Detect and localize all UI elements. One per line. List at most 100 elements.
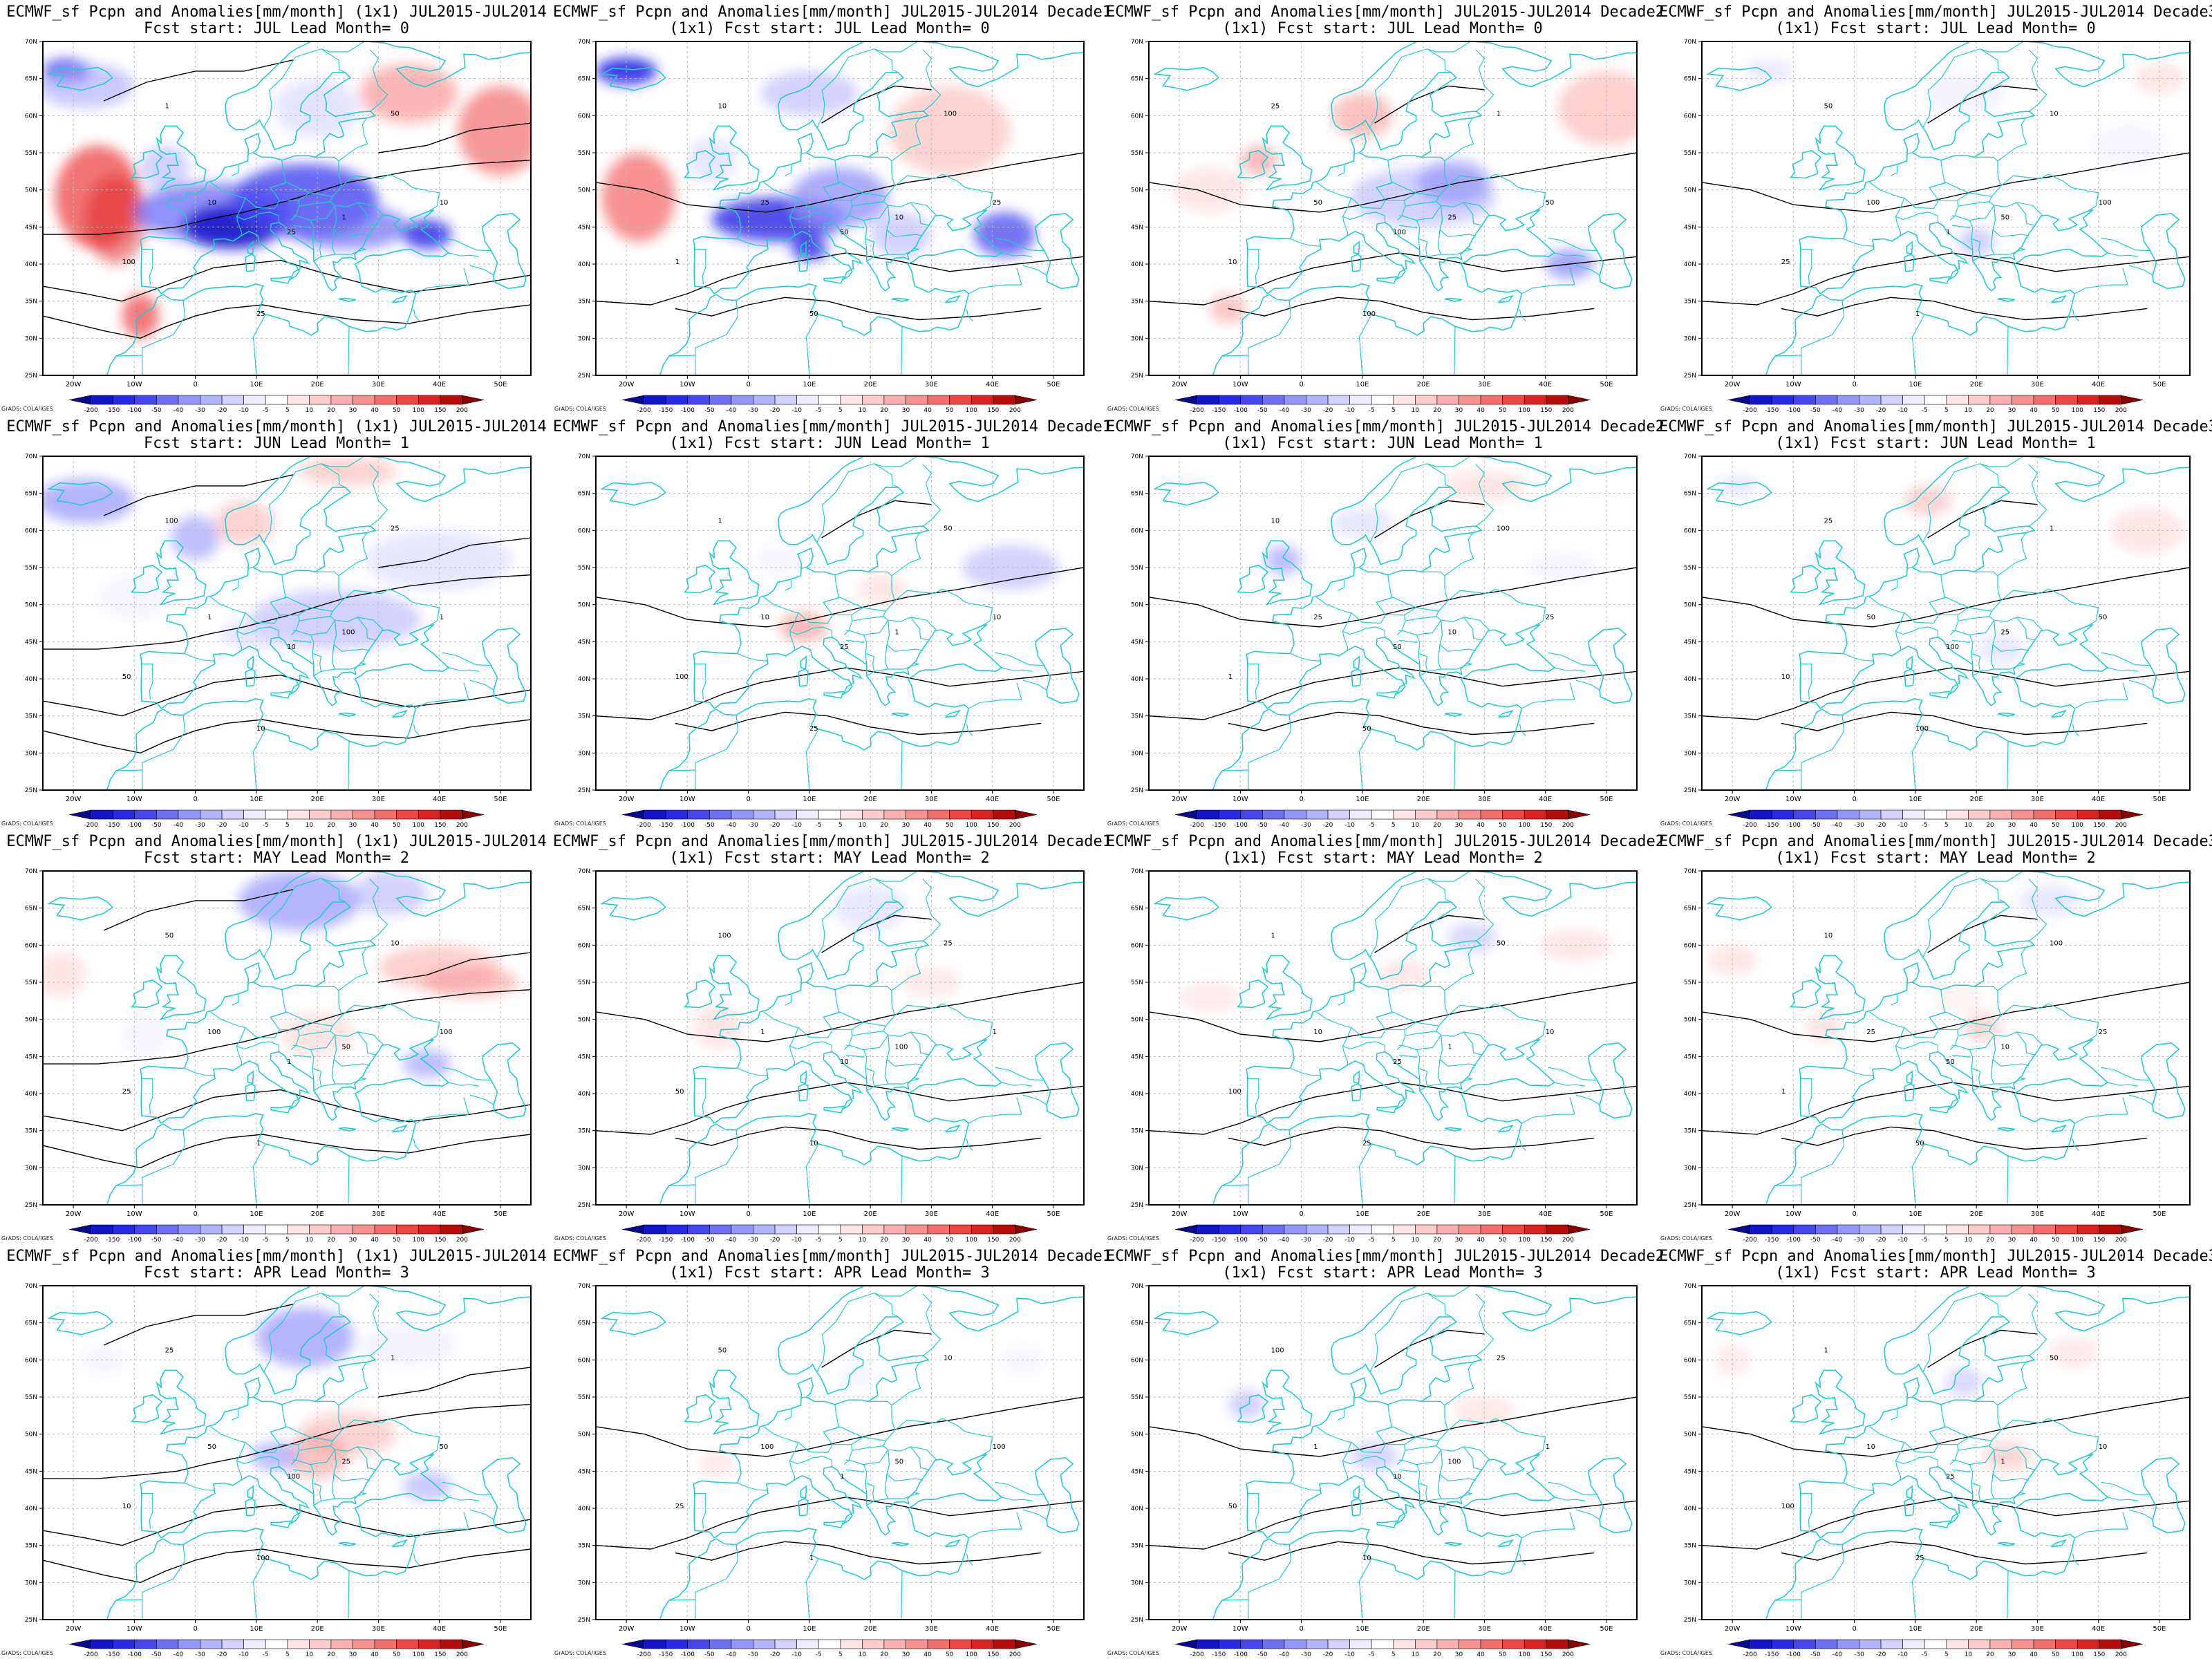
country-border (338, 1362, 368, 1406)
country-border (1247, 248, 1259, 285)
colorbar-swatch (1924, 1639, 1947, 1649)
lat-tick-label: 50N (578, 1432, 590, 1438)
country-border (2072, 1553, 2079, 1566)
coastline (684, 1394, 716, 1423)
coastline (1790, 979, 1822, 1009)
country-border (2028, 464, 2047, 527)
lon-tick-label: 10E (1356, 796, 1369, 803)
country-border (1922, 881, 1969, 957)
country-border (863, 1049, 868, 1080)
lat-tick-label: 40N (1684, 261, 1696, 268)
coastline (338, 297, 356, 303)
country-border (296, 616, 336, 636)
lat-tick-label: 60N (1131, 527, 1143, 534)
map-background (1702, 871, 2190, 1205)
colorbar-label: -30 (748, 407, 758, 414)
colorbar-swatch (1793, 395, 1816, 405)
country-border (805, 314, 819, 375)
colorbar-label: 10 (1412, 822, 1420, 829)
colorbar-swatch (1793, 809, 1816, 820)
climatology-contour (1781, 297, 2148, 321)
anomaly-region (1167, 474, 1204, 498)
lon-tick-label: 0 (1299, 381, 1303, 388)
lon-tick-label: 10W (126, 381, 142, 388)
colorbar-label: -100 (1234, 1237, 1248, 1244)
colorbar-label: -5 (1369, 1237, 1375, 1244)
lon-tick-label: 10W (126, 796, 142, 803)
colorbar-label: -100 (128, 1651, 142, 1658)
country-border (888, 617, 929, 641)
lat-tick-label: 65N (578, 906, 590, 912)
country-border (354, 1083, 357, 1089)
colorbar-label: 200 (456, 1237, 468, 1244)
lat-tick-label: 25N (578, 373, 590, 379)
country-border (1969, 1464, 1974, 1494)
colorbar-swatch (353, 395, 375, 405)
colorbar-label: -5 (1369, 822, 1375, 829)
lat-tick-label: 50N (578, 1017, 590, 1024)
climatology-contour (821, 85, 932, 124)
colorbar-label: 150 (434, 1237, 446, 1244)
panel-subtitle: (1x1) Fcst start: JUN Lead Month= 1 (669, 435, 990, 452)
lat-tick-label: 40N (1684, 676, 1696, 683)
country-border (115, 1599, 143, 1620)
country-border (737, 653, 768, 662)
contour-label: 50 (391, 110, 400, 118)
coastline (1153, 66, 1219, 91)
contour-label: 50 (840, 229, 849, 236)
country-border (1949, 1044, 1956, 1051)
colorbar-swatch (1546, 1639, 1568, 1649)
coastline (245, 1498, 256, 1517)
lon-tick-label: 20E (864, 1625, 877, 1633)
colorbar-swatch (1524, 1639, 1547, 1649)
grads-credit: GrADS: COLA/IGES (1660, 1650, 1712, 1656)
anomaly-region (778, 612, 828, 642)
contour-label: 25 (1362, 1140, 1371, 1147)
lat-tick-label: 50N (578, 187, 590, 194)
country-border (862, 1286, 918, 1297)
country-border (865, 238, 875, 262)
colorbar-swatch (1371, 1224, 1394, 1235)
country-border (695, 300, 739, 355)
country-border (1398, 1469, 1418, 1472)
country-border (413, 724, 420, 737)
colorbar-label: -10 (238, 407, 249, 414)
lat-tick-label: 35N (1684, 1128, 1696, 1135)
colorbar-swatch (753, 1639, 776, 1649)
country-border (1994, 202, 2035, 226)
coastline (1262, 125, 1313, 191)
contour-label: 50 (207, 1443, 216, 1451)
colorbar-swatch (243, 809, 266, 820)
lon-tick-label: 40E (433, 796, 446, 803)
country-border (1994, 1446, 2035, 1470)
country-border (1418, 238, 1428, 262)
colorbar-label: -100 (1787, 407, 1801, 414)
lon-tick-label: 20W (66, 796, 82, 803)
colorbar-swatch (91, 1639, 113, 1649)
country-border (442, 1481, 491, 1496)
colorbar-swatch (883, 1224, 906, 1235)
country-border (884, 1474, 919, 1499)
lon-tick-label: 30E (1478, 1625, 1491, 1633)
colorbar-label: 40 (924, 1651, 932, 1658)
country-border (1385, 615, 1406, 631)
colorbar-label: -50 (1257, 822, 1268, 829)
coastline (1262, 1369, 1313, 1435)
coastline (131, 1394, 163, 1423)
colorbar-label: 20 (1986, 407, 1994, 414)
country-border (321, 48, 346, 73)
country-border (333, 1035, 371, 1067)
country-border (1022, 1094, 1047, 1105)
coastline (366, 871, 531, 917)
map-frame (42, 456, 532, 791)
colorbar-swatch (2012, 1639, 2034, 1649)
anomaly-region (366, 530, 513, 590)
colorbar-label: 50 (1499, 407, 1507, 414)
country-border (1385, 1029, 1406, 1046)
colorbar-label: -100 (128, 407, 142, 414)
lon-tick-label: 30E (372, 796, 385, 803)
anomaly-region (299, 456, 397, 486)
country-border (415, 284, 469, 294)
country-border (1554, 1497, 1586, 1501)
colorbar-label: 150 (1540, 1237, 1552, 1244)
